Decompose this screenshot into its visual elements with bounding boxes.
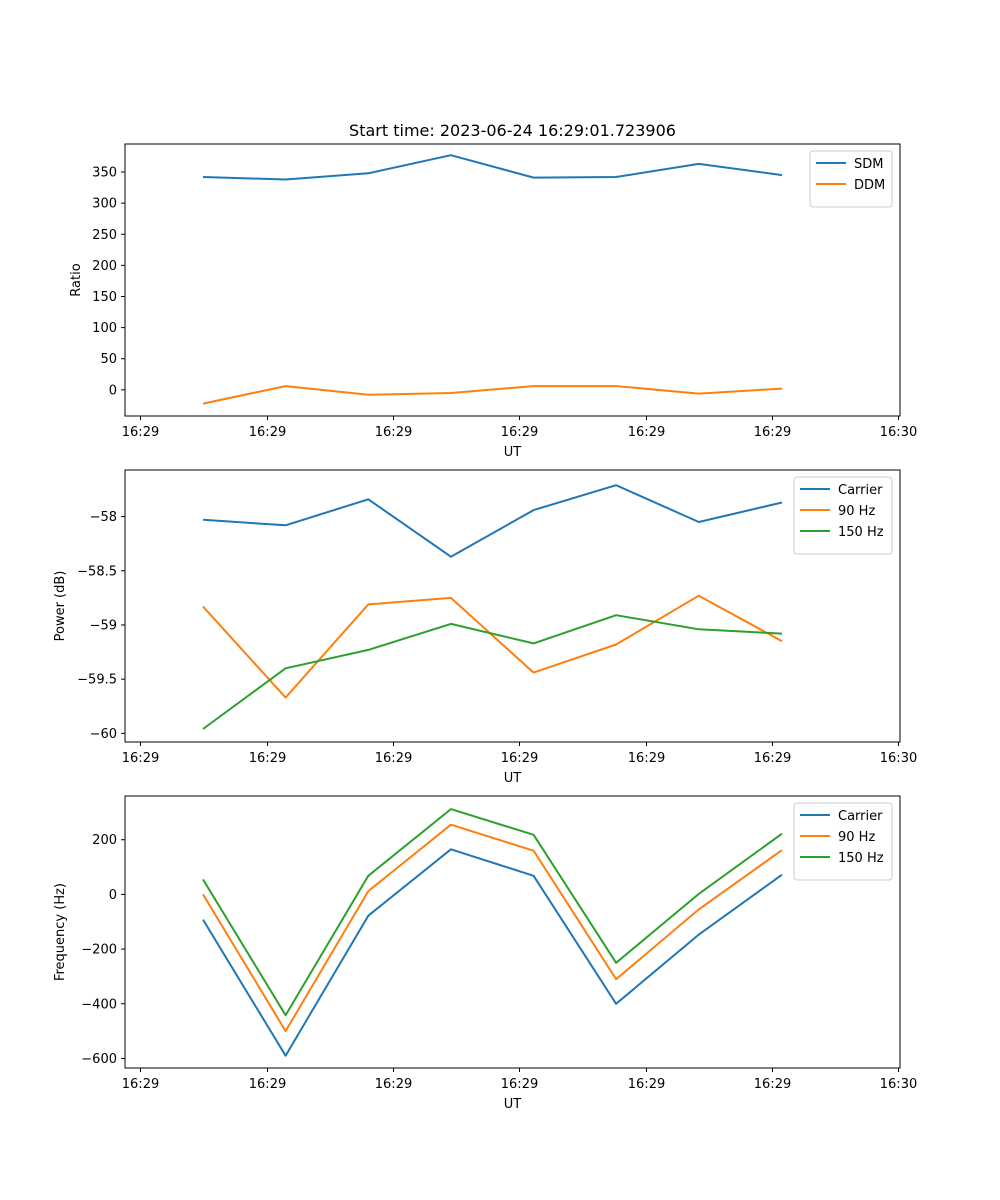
frequency-legend-label: 150 Hz xyxy=(838,851,884,866)
ratio-y-axis-label: Ratio xyxy=(69,263,84,296)
ratio-x-tick-label: 16:30 xyxy=(880,425,917,440)
power-series-line-150-hz xyxy=(202,614,783,730)
frequency-x-tick-label: 16:29 xyxy=(501,1077,538,1092)
power-x-tick-label: 16:29 xyxy=(628,751,665,766)
power-legend-label: 150 Hz xyxy=(838,525,884,540)
power-x-tick-label: 16:29 xyxy=(754,751,791,766)
ratio-series-line-sdm xyxy=(202,154,783,181)
frequency-x-tick-label: 16:29 xyxy=(754,1077,791,1092)
power-y-tick-label: −59.5 xyxy=(77,673,117,688)
frequency-legend-label: 90 Hz xyxy=(838,830,875,845)
ratio-legend-label: SDM xyxy=(854,157,883,172)
frequency-y-tick-label: 200 xyxy=(92,833,117,848)
power-x-tick-label: 16:29 xyxy=(375,751,412,766)
frequency-y-axis-label: Frequency (Hz) xyxy=(53,883,68,981)
power-series-line-90-hz xyxy=(202,594,783,699)
power-legend-label: 90 Hz xyxy=(838,504,875,519)
ratio-y-tick-label: 350 xyxy=(92,166,117,181)
frequency-legend-label: Carrier xyxy=(838,809,883,824)
ratio-y-tick-label: 50 xyxy=(100,352,117,367)
power-x-tick-label: 16:29 xyxy=(501,751,538,766)
ratio-x-tick-label: 16:29 xyxy=(249,425,286,440)
frequency-x-axis-label: UT xyxy=(504,1097,522,1112)
power-chart-panel: 16:29 16:29 16:29 16:29 16:29 16:29 16:30 −60 −5… xyxy=(53,469,917,786)
frequency-series-line-carrier xyxy=(202,848,783,1057)
frequency-y-tick-label: −600 xyxy=(81,1052,117,1067)
ratio-legend-box xyxy=(809,150,893,208)
power-axes-frame xyxy=(124,469,901,743)
frequency-y-tick-label: −200 xyxy=(81,943,117,958)
ratio-x-tick-label: 16:29 xyxy=(501,425,538,440)
frequency-x-tick-label: 16:29 xyxy=(375,1077,412,1092)
ratio-y-tick-label: 250 xyxy=(92,228,117,243)
ratio-series-line-ddm xyxy=(202,385,783,405)
power-y-tick-label: −59 xyxy=(90,618,117,633)
ratio-y-tick-label: 100 xyxy=(92,321,117,336)
ratio-axes-frame xyxy=(124,143,901,417)
frequency-chart-panel: 16:29 16:29 16:29 16:29 16:29 16:29 16:30 −600 −… xyxy=(53,795,917,1112)
ratio-x-tick-label: 16:29 xyxy=(754,425,791,440)
power-x-axis-label: UT xyxy=(504,771,522,786)
power-y-tick-label: −60 xyxy=(90,727,117,742)
ratio-chart-panel: 16:29 16:29 16:29 16:29 16:29 16:29 16:30 0 50 10… xyxy=(69,121,917,460)
frequency-x-tick-label: 16:29 xyxy=(122,1077,159,1092)
ratio-chart-title: Start time: 2023-06-24 16:29:01.723906 xyxy=(349,121,676,140)
power-x-tick-label: 16:29 xyxy=(122,751,159,766)
frequency-x-tick-label: 16:29 xyxy=(628,1077,665,1092)
frequency-series-line-90-hz xyxy=(202,823,783,1033)
frequency-x-tick-label: 16:30 xyxy=(880,1077,917,1092)
frequency-y-tick-label: −400 xyxy=(81,997,117,1012)
ratio-x-tick-label: 16:29 xyxy=(628,425,665,440)
ratio-y-tick-label: 300 xyxy=(92,197,117,212)
frequency-y-tick-label: 0 xyxy=(109,888,117,903)
frequency-series-line-150-hz xyxy=(202,808,783,1017)
ratio-x-tick-label: 16:29 xyxy=(122,425,159,440)
power-legend-box xyxy=(793,476,893,555)
ratio-y-tick-label: 150 xyxy=(92,290,117,305)
frequency-axes-frame xyxy=(124,795,901,1069)
power-legend-label: Carrier xyxy=(838,483,883,498)
power-y-tick-label: −58 xyxy=(90,510,117,525)
power-series-line-carrier xyxy=(202,484,783,558)
ratio-y-tick-label: 200 xyxy=(92,259,117,274)
ratio-legend-label: DDM xyxy=(854,178,885,193)
power-x-tick-label: 16:30 xyxy=(880,751,917,766)
power-y-axis-label: Power (dB) xyxy=(53,571,68,642)
ratio-y-tick-label: 0 xyxy=(109,383,117,398)
frequency-x-tick-label: 16:29 xyxy=(249,1077,286,1092)
power-y-tick-label: −58.5 xyxy=(77,564,117,579)
frequency-legend-box xyxy=(793,802,893,881)
ratio-x-tick-label: 16:29 xyxy=(375,425,412,440)
power-x-tick-label: 16:29 xyxy=(249,751,286,766)
ratio-x-axis-label: UT xyxy=(504,445,522,460)
